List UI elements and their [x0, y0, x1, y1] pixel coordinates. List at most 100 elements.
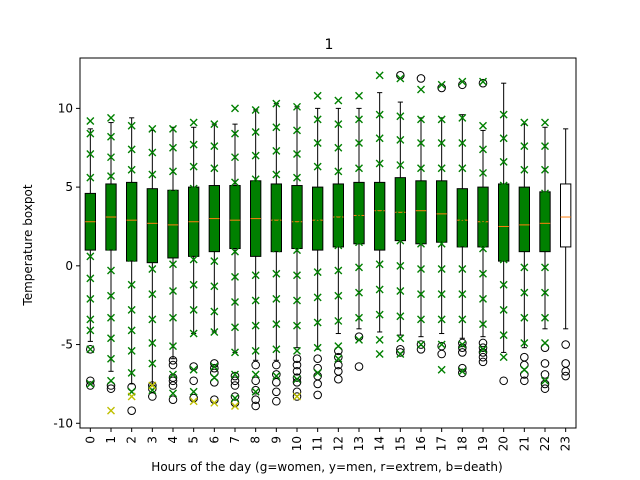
green-x-marker: [86, 326, 95, 335]
box-iqr: [353, 181, 365, 245]
outlier-point: [148, 392, 157, 401]
green-x-marker: [334, 342, 343, 351]
green-x-marker: [541, 142, 549, 151]
green-x-marker: [251, 128, 260, 136]
outlier-point: [396, 348, 405, 357]
x-tick-label: 23: [559, 436, 573, 451]
green-x-marker: [86, 345, 95, 354]
green-x-marker: [458, 139, 467, 148]
green-x-marker: [86, 195, 95, 204]
outlier-point: [168, 376, 178, 386]
outlier-point: [437, 349, 446, 359]
green-x-marker: [231, 298, 239, 307]
green-x-marker: [169, 124, 177, 133]
green-x-marker: [437, 139, 446, 148]
green-x-marker: [355, 91, 363, 100]
box-iqr: [498, 183, 510, 262]
green-x-marker: [148, 170, 157, 179]
green-x-marker: [210, 327, 219, 336]
green-x-marker: [169, 143, 177, 152]
green-x-marker: [148, 124, 157, 133]
green-x-marker: [293, 246, 301, 255]
green-x-marker: [313, 293, 322, 302]
green-x-marker: [375, 350, 384, 358]
green-x-marker: [375, 209, 384, 218]
outlier-point: [230, 392, 240, 401]
green-x-marker: [520, 118, 529, 127]
green-x-marker: [231, 104, 239, 113]
green-x-marker: [293, 271, 301, 280]
green-x-marker: [107, 291, 115, 300]
green-x-marker: [210, 373, 219, 382]
green-x-marker: [375, 110, 384, 119]
green-x-marker: [127, 209, 136, 218]
green-x-marker: [127, 253, 136, 262]
green-x-marker: [86, 379, 95, 388]
x-tick-label: 15: [393, 436, 407, 451]
green-x-marker: [293, 150, 301, 159]
yellow-x-marker: [148, 381, 157, 390]
green-x-marker: [231, 224, 239, 233]
green-x-marker: [375, 260, 384, 269]
green-x-marker: [189, 387, 198, 396]
green-x-marker: [272, 146, 281, 155]
x-tick-label: 0: [83, 436, 97, 444]
outlier-point: [478, 357, 488, 367]
green-x-marker: [437, 80, 446, 89]
green-x-marker: [107, 242, 115, 251]
green-x-marker: [313, 162, 322, 171]
yellow-x-marker: [107, 406, 115, 415]
green-x-marker: [479, 77, 487, 86]
green-x-marker: [417, 239, 425, 248]
yellow-x-marker: [231, 401, 239, 410]
green-x-marker: [251, 151, 260, 160]
green-x-marker: [210, 233, 219, 242]
outlier-point: [416, 74, 426, 83]
green-x-marker: [107, 313, 115, 322]
outlier-point: [540, 359, 550, 368]
axes-frame: [79, 57, 577, 429]
green-x-marker: [127, 326, 136, 335]
green-x-marker: [458, 315, 467, 324]
green-x-marker: [231, 394, 239, 403]
green-x-marker: [210, 282, 219, 291]
green-x-marker: [189, 230, 198, 239]
green-x-marker: [355, 288, 363, 297]
green-x-marker: [396, 186, 405, 195]
green-x-marker: [272, 320, 281, 329]
outlier-point: [540, 384, 550, 393]
green-x-marker: [437, 315, 446, 324]
green-x-marker: [231, 272, 239, 281]
outlier-point: [168, 355, 178, 365]
green-x-marker: [479, 345, 487, 354]
outlier-point: [520, 376, 529, 386]
green-x-marker: [499, 134, 508, 143]
x-tick-label: 18: [455, 436, 469, 451]
green-x-marker: [520, 365, 529, 374]
outlier-point: [272, 387, 281, 397]
green-x-marker: [355, 313, 363, 322]
outlier-point: [458, 348, 467, 357]
y-tick-label: 0: [65, 259, 73, 273]
green-x-marker: [86, 150, 95, 159]
chart-title: 1: [325, 37, 334, 53]
green-x-marker: [479, 194, 487, 203]
green-x-marker: [437, 214, 446, 223]
outlier-point: [458, 338, 467, 348]
green-x-marker: [148, 239, 157, 248]
x-tick-label: 12: [331, 436, 345, 451]
green-x-marker: [541, 189, 549, 198]
green-x-marker: [86, 116, 95, 125]
outlier-point: [230, 376, 240, 386]
green-x-marker: [458, 239, 467, 248]
green-x-marker: [437, 290, 446, 299]
outlier-point: [499, 376, 508, 386]
green-x-marker: [293, 220, 301, 229]
outlier-point: [251, 360, 260, 370]
green-x-marker: [499, 305, 508, 314]
outlier-point: [251, 385, 260, 395]
green-x-marker: [272, 294, 281, 303]
green-x-marker: [417, 214, 425, 223]
box-iqr: [332, 183, 344, 248]
